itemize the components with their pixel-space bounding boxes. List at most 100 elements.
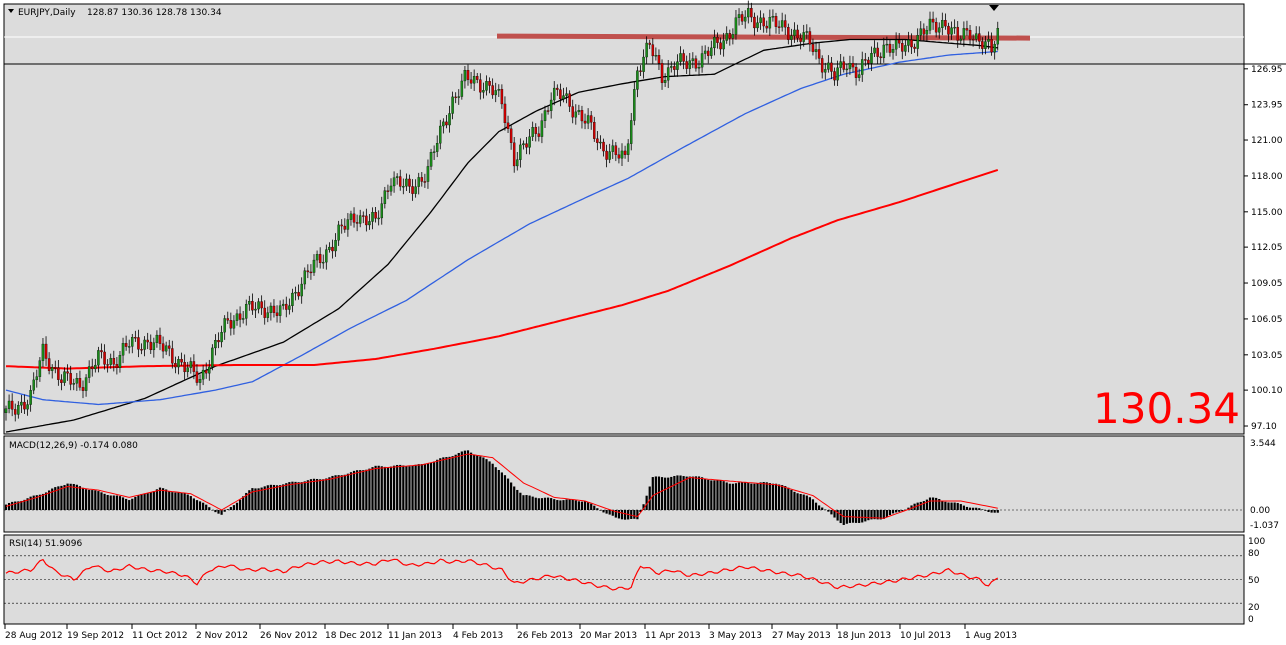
macd-bar (476, 455, 479, 510)
candle (78, 370, 82, 391)
candle (503, 96, 507, 131)
macd-bar (633, 510, 636, 519)
macd-bar (328, 477, 331, 510)
candle (244, 299, 248, 326)
candle (580, 105, 584, 129)
macd-bar (972, 507, 975, 510)
candle (87, 360, 91, 384)
candle (167, 339, 171, 357)
candle (882, 37, 886, 63)
candle (208, 359, 211, 381)
candle (186, 361, 189, 378)
macd-histogram (4, 450, 1244, 525)
macd-bar (664, 477, 667, 510)
macd-bar (11, 501, 14, 510)
candle (325, 244, 328, 270)
candle (494, 82, 497, 103)
macd-bar (777, 484, 781, 510)
candle (685, 55, 688, 74)
macd-bar (352, 470, 356, 510)
candle (596, 131, 599, 151)
candle (925, 25, 929, 42)
price-tick-label: 126.95 (1251, 65, 1283, 75)
macd-bar (309, 479, 313, 510)
candle (919, 21, 923, 40)
candle (974, 26, 978, 43)
macd-bar (935, 497, 938, 510)
macd-bar (744, 482, 747, 510)
candle (540, 113, 544, 144)
candle (716, 32, 719, 49)
candle (783, 14, 787, 36)
macd-bar (17, 501, 20, 510)
macd-bar (630, 510, 633, 519)
macd-bar (944, 501, 947, 510)
macd-bar (605, 510, 608, 514)
candle (435, 135, 439, 158)
macd-bar (125, 498, 128, 510)
menu-triangle-icon[interactable] (8, 9, 14, 13)
macd-bar (414, 464, 417, 510)
macd-tick-min: -1.037 (1250, 521, 1279, 531)
macd-bar (242, 496, 245, 510)
candle (574, 104, 578, 125)
candle (386, 184, 390, 200)
candle (229, 312, 233, 336)
candle (32, 372, 35, 395)
candle (860, 51, 864, 82)
candles (4, 0, 1000, 422)
macd-bar (411, 465, 414, 510)
macd-bar (694, 476, 698, 510)
rsi-line (4, 555, 1244, 604)
macd-bar (583, 501, 587, 510)
candle (959, 35, 963, 44)
candle (263, 300, 266, 325)
time-tick-label: 28 Aug 2012 (5, 631, 63, 641)
macd-bar (479, 456, 482, 510)
candle (340, 219, 343, 234)
candle (371, 207, 374, 230)
candle (155, 330, 159, 348)
rsi-label: RSI(14) 51.9096 (9, 539, 82, 549)
macd-bar (808, 497, 811, 510)
macd-bar (836, 510, 839, 521)
candle (395, 173, 399, 185)
candle (75, 372, 79, 391)
macd-bar (691, 476, 694, 510)
candle (820, 55, 824, 79)
macd-bar (722, 481, 725, 510)
candle (981, 37, 984, 55)
candle (23, 394, 26, 415)
candle (17, 401, 20, 419)
macd-bar (4, 504, 8, 510)
candle (303, 267, 307, 290)
candle (620, 143, 624, 167)
chart-shift-marker-icon[interactable] (989, 5, 999, 11)
candle (355, 214, 359, 232)
candle (288, 298, 291, 315)
candle (611, 139, 615, 159)
candle (996, 21, 1000, 51)
candle (346, 213, 350, 237)
candle (134, 330, 137, 342)
macd-bar (349, 472, 353, 510)
candle (602, 138, 605, 157)
price-panel (3, 3, 1245, 435)
candle (285, 296, 288, 318)
candle (562, 87, 565, 103)
time-tick-label: 11 Jan 2013 (388, 631, 442, 641)
candle (420, 172, 424, 187)
candle (374, 207, 377, 223)
candle (839, 53, 842, 76)
candle (60, 374, 63, 391)
macd-bar (38, 494, 41, 510)
macd-bar (94, 490, 97, 510)
macd-bar (762, 482, 765, 510)
candle (867, 56, 870, 69)
macd-bar (245, 492, 248, 510)
macd-bar (741, 482, 744, 510)
macd-bar (765, 482, 768, 510)
candle (269, 302, 273, 321)
candle (69, 365, 72, 391)
macd-bar (272, 484, 276, 510)
